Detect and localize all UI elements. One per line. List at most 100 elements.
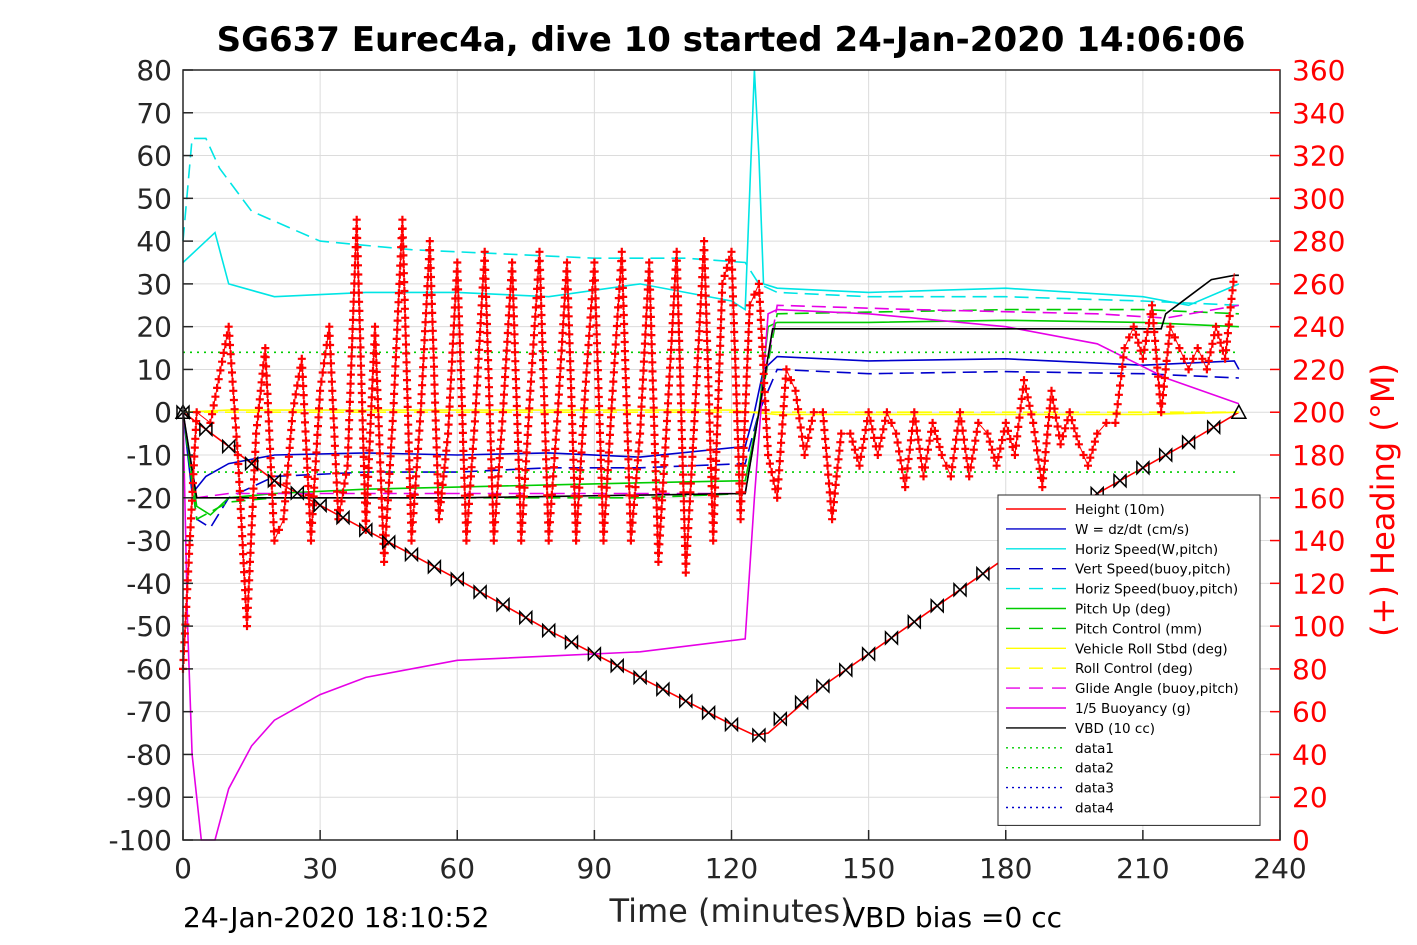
- heading-marker: [579, 422, 588, 431]
- heading-marker: [639, 357, 648, 366]
- heading-marker: [688, 443, 697, 452]
- heading-marker: [236, 496, 245, 504]
- heading-marker: [408, 527, 417, 536]
- chart-title: SG637 Eurec4a, dive 10 started 24-Jan-20…: [217, 20, 1246, 60]
- heading-marker: [864, 408, 873, 417]
- heading-marker: [248, 502, 257, 511]
- heading-marker: [348, 343, 356, 352]
- heading-marker: [733, 417, 742, 426]
- heading-marker: [263, 380, 271, 389]
- heading-marker: [727, 247, 736, 256]
- heading-marker: [1164, 339, 1173, 348]
- heading-marker: [327, 359, 335, 368]
- heading-marker: [317, 377, 326, 386]
- heading-marker: [402, 340, 410, 349]
- heading-marker: [914, 435, 923, 444]
- heading-marker: [594, 384, 603, 393]
- heading-marker: [1061, 424, 1070, 433]
- heading-marker: [354, 279, 363, 288]
- heading-marker: [651, 476, 660, 485]
- heading-marker: [759, 369, 768, 378]
- legend-label: data3: [1075, 781, 1114, 797]
- heading-marker: [416, 408, 425, 417]
- heading-marker: [667, 345, 676, 354]
- heading-marker: [718, 288, 726, 297]
- heading-marker: [1159, 391, 1167, 400]
- heading-marker: [678, 443, 687, 452]
- heading-marker: [933, 435, 942, 443]
- heading-marker: [648, 349, 656, 358]
- heading-marker: [528, 349, 537, 358]
- heading-marker: [186, 532, 195, 541]
- heading-marker: [390, 380, 399, 389]
- heading-marker: [251, 447, 260, 456]
- heading-marker: [700, 246, 709, 255]
- heading-marker: [268, 490, 277, 499]
- heading-marker: [1206, 348, 1215, 357]
- heading-marker: [536, 283, 545, 292]
- heading-marker: [773, 484, 782, 493]
- depth-marker: [610, 657, 624, 674]
- heading-marker: [1224, 320, 1233, 329]
- heading-marker: [649, 412, 658, 421]
- heading-marker: [403, 376, 411, 385]
- heading-marker: [710, 501, 719, 510]
- heading-marker: [455, 330, 464, 339]
- heading-marker: [527, 377, 535, 386]
- heading-marker: [595, 420, 604, 428]
- heading-marker: [483, 320, 491, 328]
- heading-marker: [385, 478, 393, 487]
- heading-marker: [373, 395, 382, 404]
- y-tick-label: -50: [126, 610, 172, 643]
- heading-marker: [231, 423, 240, 432]
- heading-marker: [358, 407, 367, 416]
- heading-marker: [1132, 330, 1140, 339]
- heading-marker: [281, 497, 290, 506]
- heading-marker: [458, 420, 467, 428]
- heading-marker: [412, 472, 421, 481]
- heading-marker: [235, 478, 244, 486]
- heading-marker: [740, 435, 749, 443]
- heading-marker: [798, 432, 806, 441]
- heading-marker: [605, 439, 614, 448]
- heading-marker: [572, 527, 581, 536]
- heading-marker: [1045, 413, 1053, 422]
- heading-marker: [706, 454, 715, 463]
- heading-marker: [403, 385, 412, 394]
- heading-marker: [679, 488, 688, 497]
- heading-marker: [524, 422, 533, 431]
- heading-marker: [837, 429, 846, 438]
- heading-marker: [1158, 399, 1167, 408]
- heading-marker: [420, 336, 429, 345]
- heading-marker: [191, 434, 200, 443]
- heading-marker: [219, 348, 228, 357]
- heading-marker: [428, 308, 437, 317]
- legend-label: Horiz Speed(buoy,pitch): [1075, 582, 1238, 598]
- heading-marker: [354, 270, 363, 279]
- heading-marker: [538, 329, 547, 337]
- heading-marker: [513, 428, 522, 437]
- heading-marker: [440, 463, 449, 472]
- heading-marker: [846, 429, 855, 438]
- heading-marker: [365, 446, 374, 455]
- heading-marker: [618, 283, 627, 292]
- heading-marker: [565, 348, 574, 357]
- depth-marker: [884, 630, 899, 646]
- heading-marker: [331, 451, 340, 459]
- heading-marker: [345, 416, 354, 425]
- heading-marker: [325, 331, 334, 340]
- heading-marker: [1198, 354, 1207, 363]
- heading-marker: [729, 292, 737, 301]
- heading-marker: [832, 472, 841, 481]
- heading-marker: [405, 456, 414, 465]
- heading-marker: [1047, 386, 1056, 395]
- heading-marker: [720, 271, 729, 280]
- heading-marker: [952, 435, 961, 444]
- heading-marker: [536, 265, 545, 274]
- y-tick-label: 80: [136, 54, 172, 87]
- heading-marker: [514, 455, 523, 464]
- heading-marker: [509, 285, 517, 294]
- heading-marker: [691, 399, 700, 408]
- heading-marker: [600, 527, 609, 536]
- heading-marker: [650, 440, 659, 448]
